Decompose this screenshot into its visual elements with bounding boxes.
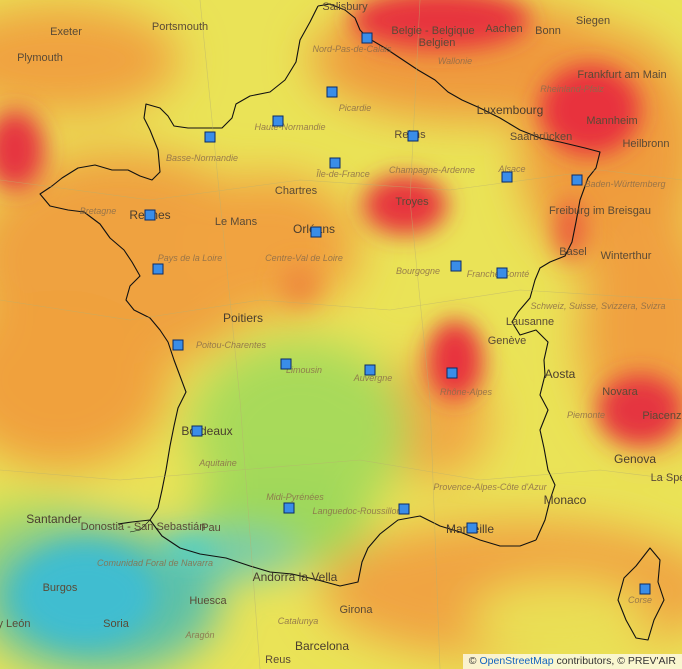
station-marker[interactable] [496,267,508,279]
label-exeter: Exeter [50,26,82,38]
label-novara: Novara [602,386,638,398]
label-troyes: Troyes [395,196,429,208]
label-basel: Basel [559,246,587,258]
label-la-spezia: La Spe [650,472,682,484]
label-plymouth: Plymouth [17,52,63,64]
station-marker[interactable] [364,364,376,376]
station-marker[interactable] [571,174,583,186]
label-burgos: Burgos [42,582,78,594]
station-marker[interactable] [329,157,341,169]
label-girona: Girona [339,604,373,616]
label-freiburg: Freiburg im Breisgau [548,205,652,217]
station-marker[interactable] [466,522,478,534]
label-auvergne: Auvergne [353,373,393,383]
station-marker[interactable] [398,503,410,515]
label-poitou: Poitou-Charentes [195,340,267,350]
label-geneve: Genève [487,335,527,347]
label-champagne: Champagne-Ardenne [388,165,476,175]
label-midi-pyrenees: Midi-Pyrénées [266,492,324,502]
label-genova: Genova [613,452,657,466]
map-attribution: © OpenStreetMap contributors, © PREV'AIR [462,654,682,669]
label-piacenza: Piacenza [642,410,682,422]
label-schweiz: Schweiz, Suisse, Svizzera, Svizra [530,301,666,311]
label-piemonte: Piemonte [566,410,606,420]
label-languedoc: Languedoc-Roussillon [312,506,402,516]
station-marker[interactable] [326,86,338,98]
label-corse: Corse [627,595,653,605]
label-poitiers: Poitiers [222,311,264,325]
label-centre-val-de-loire: Centre-Val de Loire [265,253,343,263]
label-bourgogne: Bourgogne [395,266,441,276]
label-soria: Soria [103,618,129,630]
label-salisbury: Salisbury [322,1,368,13]
station-marker[interactable] [310,226,322,238]
label-rhone-alpes: Rhône-Alpes [439,387,493,397]
label-mannheim: Mannheim [586,115,638,127]
label-paca: Provence-Alpes-Côte d'Azur [433,482,547,492]
label-wallonie: Wallonie [437,56,473,66]
station-marker[interactable] [407,130,419,142]
attribution-contributors: contributors, © [556,655,625,667]
label-aquitaine: Aquitaine [199,458,237,468]
label-haute-normandie: Haute-Normandie [254,122,326,132]
label-bretagne: Bretagne [79,206,117,216]
station-marker[interactable] [639,583,651,595]
label-saarbrucken: Saarbrücken [509,131,573,143]
label-leon: y León [0,618,31,630]
label-picardie: Picardie [338,103,372,113]
label-monaco: Monaco [543,493,587,507]
label-chartres: Chartres [274,185,318,197]
station-marker[interactable] [152,263,164,275]
label-belgien: Belgien [418,37,456,49]
station-marker[interactable] [450,260,462,272]
label-belgie: Belgie - Belgique [391,25,475,37]
station-marker[interactable] [446,367,458,379]
label-winterthur: Winterthur [600,250,652,262]
label-siegen: Siegen [575,15,611,27]
label-barcelona: Barcelona [294,639,350,653]
osm-link[interactable]: OpenStreetMap [479,655,554,667]
label-aosta: Aosta [544,367,576,381]
label-bordeaux: Bordeaux [181,424,233,438]
label-rheinland: Rheinland-Pfalz [540,84,604,94]
label-donostia: Donostia - San Sebastián [80,521,206,533]
label-le-mans: Le Mans [214,216,258,228]
label-nord-pas-de-calais: Nord-Pas-de-Calais [312,44,392,54]
label-limousin: Limousin [285,365,323,375]
label-ile-de-france: Île-de-France [316,169,370,179]
station-marker[interactable] [204,131,216,143]
station-marker[interactable] [283,502,295,514]
label-frankfurt: Frankfurt am Main [577,69,667,81]
label-aachen: Aachen [485,23,523,35]
label-baden: Baden-Württemberg [584,179,666,189]
station-marker[interactable] [191,425,203,437]
label-portsmouth: Portsmouth [151,21,209,33]
station-marker[interactable] [172,339,184,351]
attribution-copy: © [468,655,477,667]
label-reus: Reus [265,654,291,666]
label-alsace: Alsace [498,164,526,174]
station-marker[interactable] [144,209,156,221]
label-andorra: Andorra la Vella [252,570,338,584]
station-marker[interactable] [272,115,284,127]
station-marker[interactable] [361,32,373,44]
station-marker[interactable] [280,358,292,370]
label-luxembourg: Luxembourg [476,103,544,117]
label-basse-normandie: Basse-Normandie [165,153,239,163]
label-huesca: Huesca [189,595,227,607]
label-pays-de-la-loire: Pays de la Loire [157,253,223,263]
label-pau: Pau [201,522,221,534]
label-bonn: Bonn [535,25,561,37]
station-marker[interactable] [501,171,513,183]
attribution-prevair: PREV'AIR [627,655,676,667]
label-navarra: Comunidad Foral de Navarra [96,558,214,568]
label-aragon: Aragón [185,630,215,640]
label-lausanne: Lausanne [505,316,555,328]
label-catalunya: Catalunya [277,616,319,626]
label-heilbronn: Heilbronn [622,138,670,150]
label-santander: Santander [26,512,82,526]
